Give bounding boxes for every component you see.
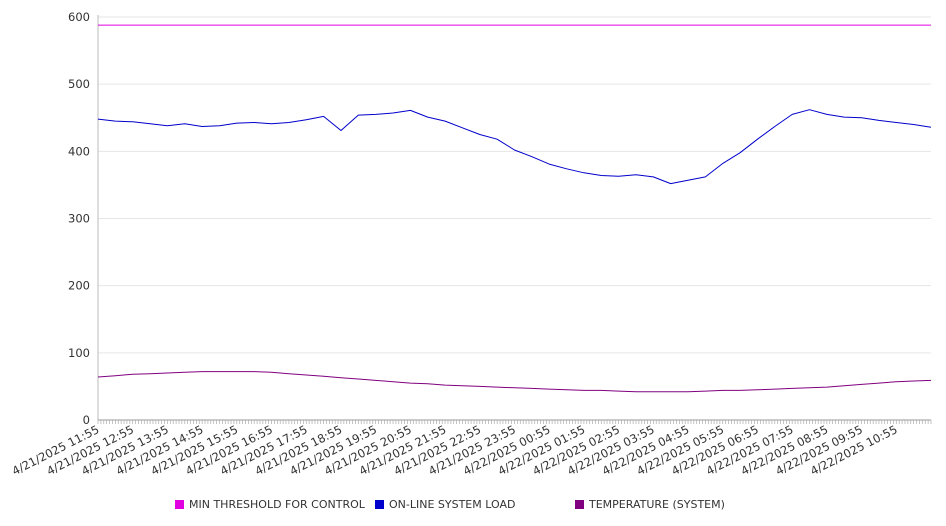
y-tick-label: 100	[68, 346, 90, 360]
legend-label-temperature: TEMPERATURE (SYSTEM)	[589, 498, 725, 511]
y-tick-label: 600	[68, 10, 90, 24]
gridlines	[98, 16, 931, 354]
legend-swatch-threshold	[175, 500, 184, 509]
x-axis: 4/21/2025 11:554/21/2025 12:554/21/2025 …	[10, 419, 932, 478]
legend-label-load: ON-LINE SYSTEM LOAD	[389, 498, 516, 511]
y-tick-label: 200	[68, 279, 90, 293]
y-tick-label: 500	[68, 77, 90, 91]
y-axis: 0 100 200 300 400 500 600	[68, 10, 99, 427]
y-tick-label: 0	[83, 413, 90, 427]
legend: MIN THRESHOLD FOR CONTROL ON-LINE SYSTEM…	[0, 498, 946, 518]
legend-swatch-load	[375, 500, 384, 509]
legend-item-load[interactable]: ON-LINE SYSTEM LOAD	[375, 498, 515, 511]
series-lines	[97, 24, 932, 393]
series-line-1	[97, 109, 932, 185]
y-tick-label: 400	[68, 144, 90, 158]
legend-label-threshold: MIN THRESHOLD FOR CONTROL	[189, 498, 365, 511]
series-line-2	[97, 371, 932, 393]
legend-item-temperature[interactable]: TEMPERATURE (SYSTEM)	[575, 498, 725, 511]
y-tick-label: 300	[68, 212, 90, 226]
legend-swatch-temperature	[575, 500, 584, 509]
legend-item-threshold[interactable]: MIN THRESHOLD FOR CONTROL	[175, 498, 365, 511]
